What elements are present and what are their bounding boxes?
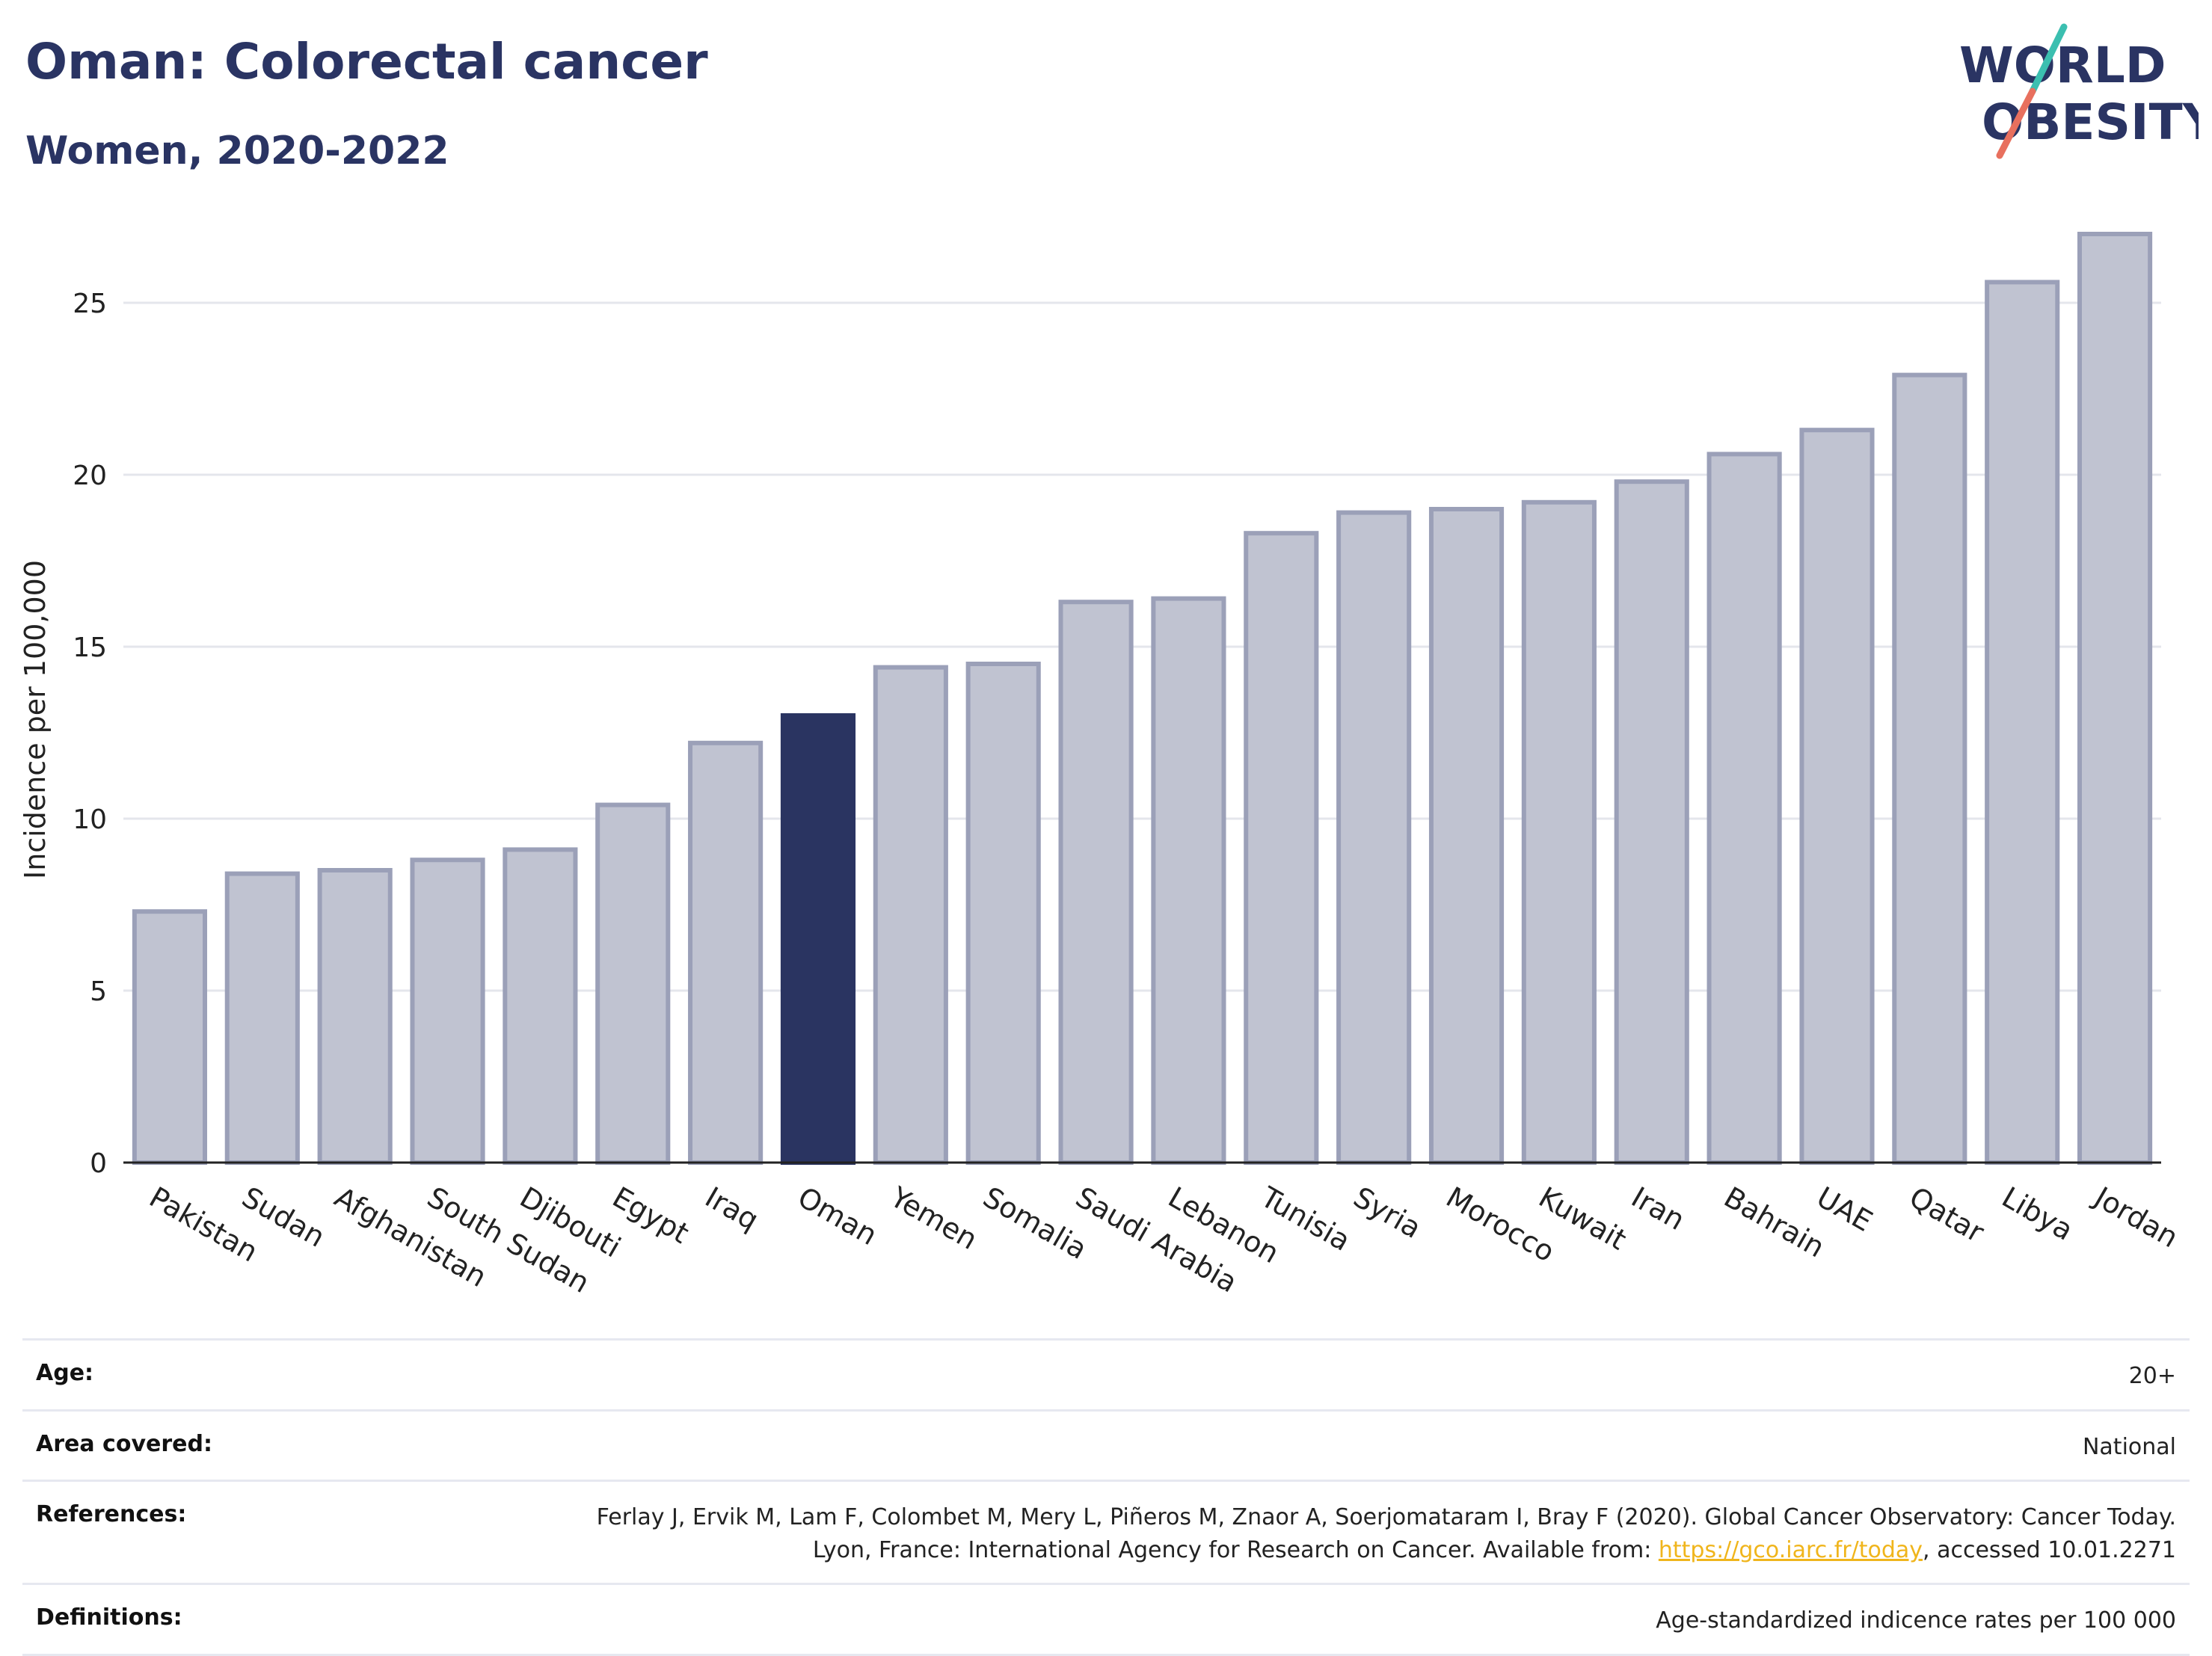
bar-chart: 0 5 10 15 20 25 PakistanSudanAfghanistanSouth… (19, 232, 2184, 1299)
bar-egypt (595, 802, 671, 1165)
info-label-definitions: Definitions: (36, 1604, 182, 1631)
y-tick-label: 5 (90, 976, 107, 1007)
bar-iran (1614, 479, 1689, 1165)
y-tick-label: 25 (73, 289, 107, 319)
info-label-area: Area covered: (36, 1430, 212, 1457)
bar-kuwait (1521, 499, 1597, 1165)
info-label-age: Age: (36, 1360, 94, 1386)
y-axis-ticks: 0 5 10 15 20 25 (73, 289, 107, 1179)
references-text: Ferlay J, Ervik M, Lam F, Colombet M, Me… (596, 1504, 2176, 1563)
y-tick-label: 10 (73, 804, 107, 835)
info-label-references: References: (36, 1501, 187, 1527)
y-tick-label: 0 (90, 1148, 107, 1179)
references-accessed: , accessed 10.01.2271 (1923, 1536, 2176, 1563)
logo-line1: WORLD (1959, 37, 2166, 94)
x-tick-label: Syria (1348, 1181, 1427, 1245)
bar-yemen (873, 665, 948, 1165)
x-tick-label: Somalia (977, 1181, 1093, 1266)
y-tick-label: 15 (73, 632, 107, 663)
bar-saudi-arabia (1058, 600, 1134, 1165)
x-tick-label: Oman (792, 1181, 882, 1252)
bar-oman (780, 713, 856, 1165)
bar-iraq (688, 740, 764, 1165)
x-tick-label: Qatar (1904, 1181, 1990, 1249)
bar-south-sudan (410, 858, 485, 1165)
bar-tunisia (1244, 531, 1319, 1165)
info-value-references: Ferlay J, Ervik M, Lam F, Colombet M, Me… (531, 1501, 2176, 1566)
bars (132, 232, 2153, 1166)
references-link[interactable]: https://gco.iarc.fr/today (1658, 1536, 1923, 1563)
info-value-definitions: Age-standardized indicence rates per 100… (1656, 1607, 2176, 1634)
y-axis-label: Incidence per 100,000 (19, 560, 52, 879)
x-tick-label: Yemen (884, 1180, 983, 1256)
x-tick-label: Bahrain (1718, 1181, 1830, 1264)
x-tick-label: Jordan (2088, 1180, 2184, 1255)
info-row-references: References: Ferlay J, Ervik M, Lam F, Co… (22, 1480, 2190, 1583)
info-table: Age: 20+ Area covered: National Referenc… (22, 1338, 2190, 1656)
y-tick-label: 20 (73, 461, 107, 491)
bar-morocco (1428, 507, 1505, 1165)
info-row-area: Area covered: National (22, 1409, 2190, 1480)
logo-slash-bottom (1996, 87, 2036, 159)
info-value-age: 20+ (2128, 1363, 2176, 1389)
bar-somalia (965, 662, 1041, 1165)
page-title: Oman: Colorectal cancer (25, 33, 708, 90)
bar-pakistan (132, 909, 207, 1165)
info-row-definitions: Definitions: Age-standardized indicence … (22, 1583, 2190, 1656)
bar-uae (1799, 428, 1875, 1165)
bar-bahrain (1706, 452, 1782, 1165)
x-tick-label: Iraq (700, 1181, 764, 1237)
bar-sudan (224, 871, 300, 1165)
bar-qatar (1892, 372, 1967, 1166)
logo-slash-top (2029, 23, 2068, 95)
bar-djibouti (503, 847, 578, 1166)
info-row-age: Age: 20+ (22, 1338, 2190, 1409)
bar-syria (1336, 510, 1412, 1165)
bar-libya (1985, 280, 2060, 1165)
world-obesity-logo: WORLD OBESITY (1959, 23, 2199, 159)
bar-jordan (2077, 232, 2153, 1165)
page-subtitle: Women, 2020-2022 (25, 129, 449, 173)
x-tick-label: Iran (1626, 1181, 1690, 1237)
info-value-area: National (2082, 1433, 2176, 1460)
x-tick-label: Libya (1997, 1181, 2079, 1247)
bar-afghanistan (317, 868, 393, 1165)
bar-lebanon (1151, 596, 1226, 1165)
